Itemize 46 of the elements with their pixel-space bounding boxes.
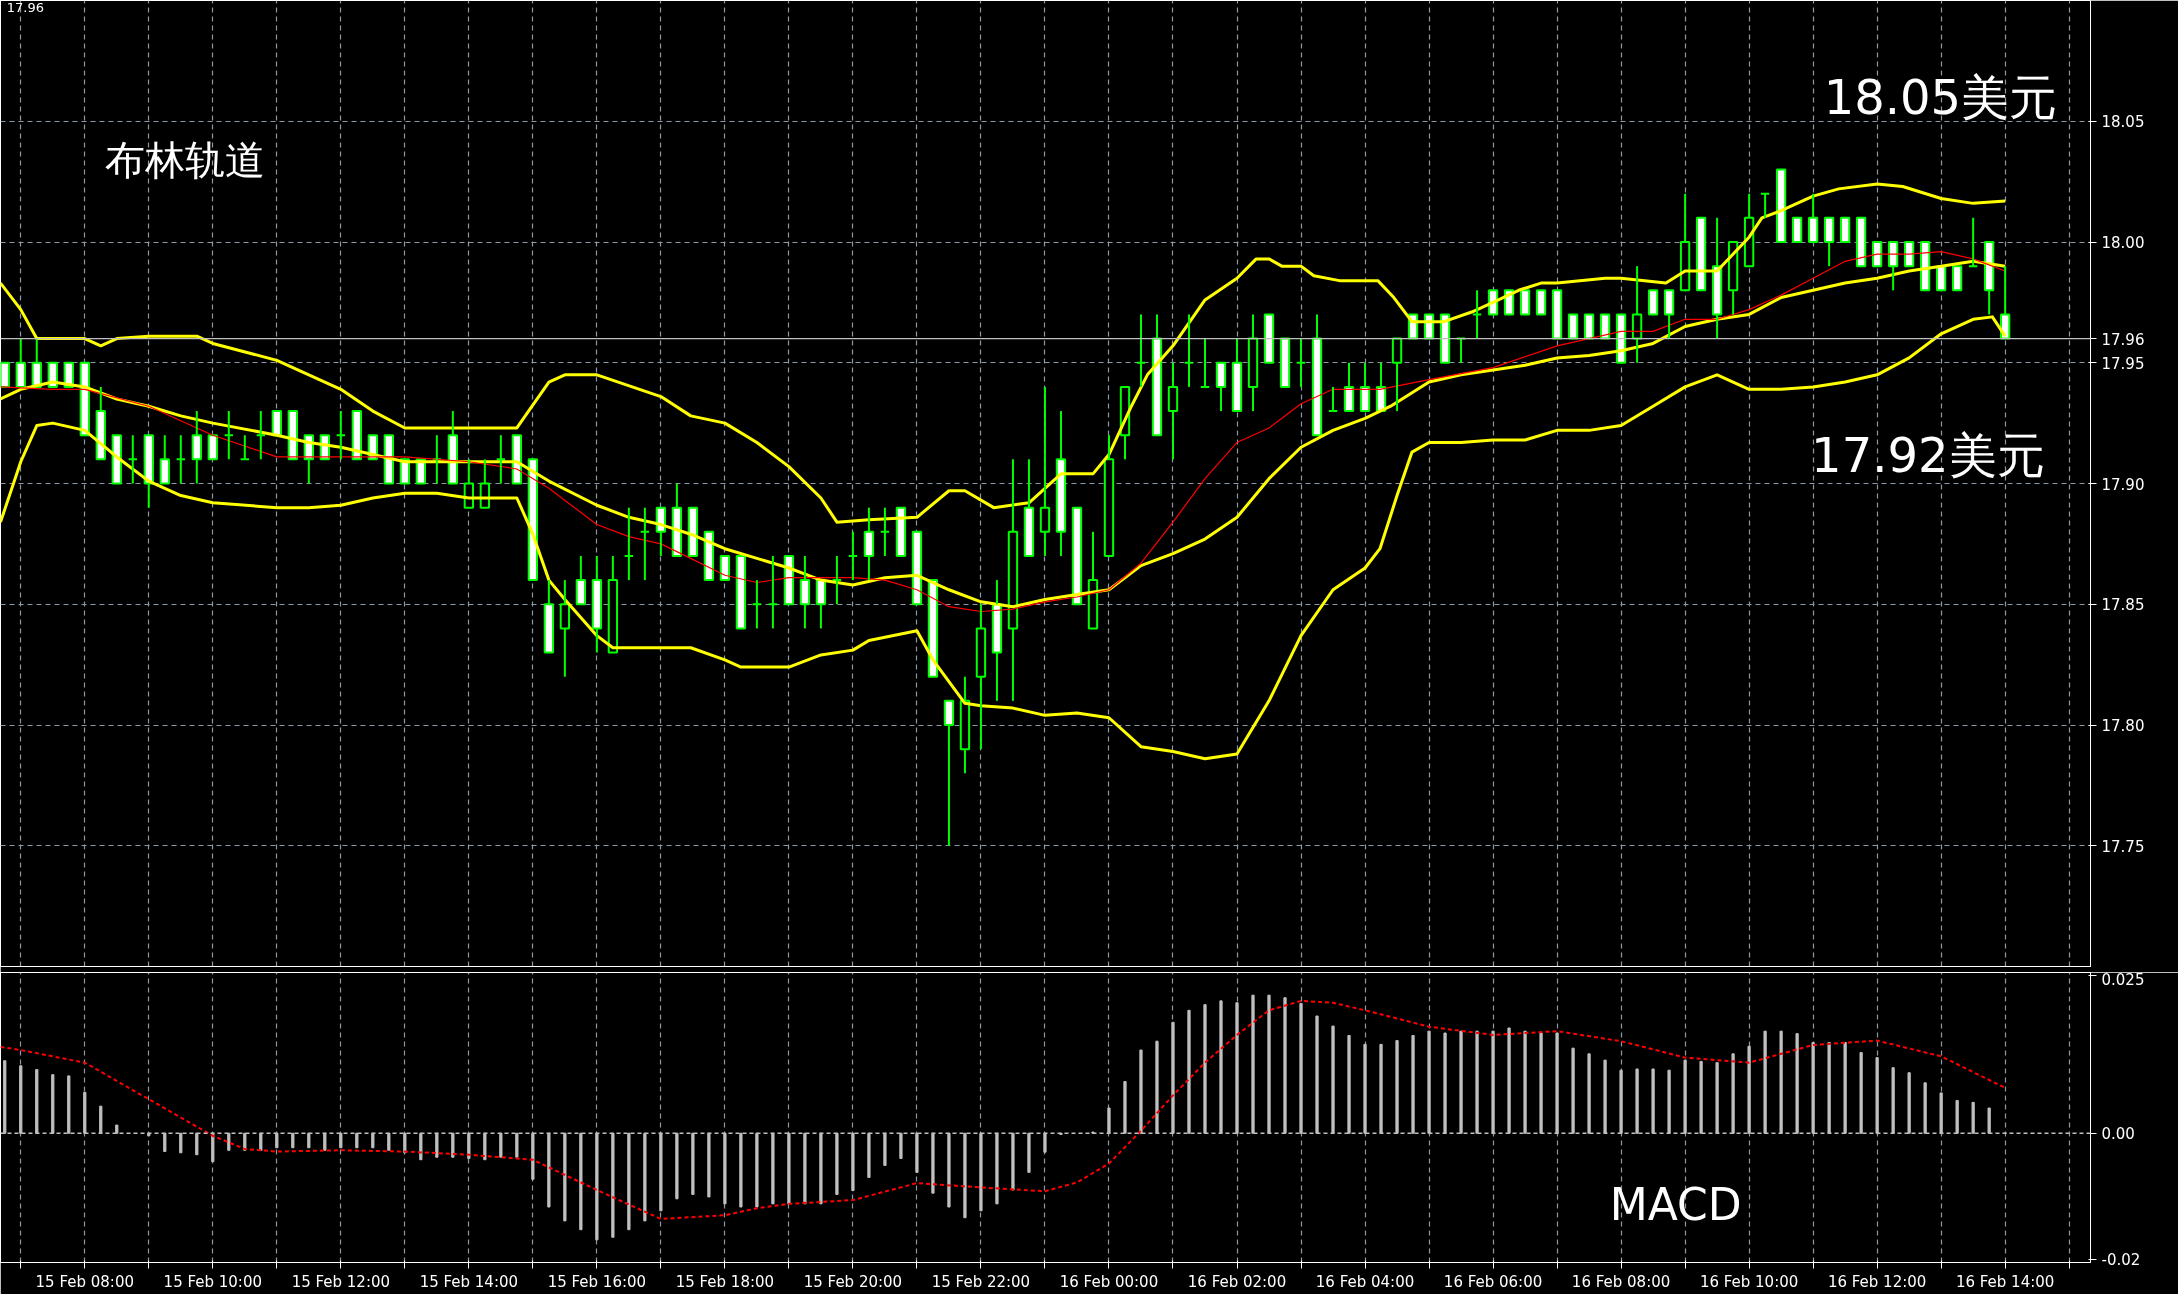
x-tick-label: 16 Feb 06:00 [1443,1272,1543,1291]
annotation: 17.96 [6,0,44,16]
y-tick-label: 17.95 [2101,354,2145,373]
candlestick [1167,361,1179,461]
y-tick-label: 0.00 [2101,1125,2135,1144]
x-tick-label: 15 Feb 14:00 [419,1272,519,1291]
candlestick [591,554,603,654]
candlestick [959,675,971,775]
candlestick [799,554,811,630]
ref-line-label: 17.96 [2101,330,2145,349]
y-tick-label: 17.85 [2101,596,2145,615]
x-tick-label: 15 Feb 18:00 [675,1272,775,1291]
y-tick-label: 18.05 [2101,113,2145,132]
annotation: 布林轨道 [105,136,265,183]
candlestick [991,579,1003,702]
x-tick-label: 15 Feb 16:00 [547,1272,647,1291]
annotation: MACD [1609,1179,1742,1230]
candlestick [1039,385,1051,557]
x-tick-label: 16 Feb 00:00 [1059,1272,1159,1291]
y-tick-label: 17.90 [2101,475,2145,494]
y-tick-label: 17.80 [2101,717,2145,735]
x-tick-label: 16 Feb 04:00 [1315,1272,1415,1291]
x-tick-label: 15 Feb 12:00 [291,1272,391,1291]
x-tick-label: 16 Feb 10:00 [1699,1272,1799,1291]
x-tick-label: 15 Feb 10:00 [163,1272,263,1291]
x-tick-label: 15 Feb 20:00 [803,1272,903,1291]
x-tick-label: 15 Feb 08:00 [35,1272,134,1291]
x-tick-label: 16 Feb 02:00 [1187,1272,1287,1291]
annotation: 18.05美元 [1823,69,2058,126]
candlestick [1007,458,1019,702]
x-tick-label: 16 Feb 14:00 [1955,1272,2055,1291]
candlestick [975,603,987,751]
annotation: 17.92美元 [1811,426,2045,483]
y-tick-label: -0.02 [2101,1251,2141,1270]
y-tick-label: 0.025 [2101,970,2145,989]
candlestick [1055,410,1067,557]
y-tick-label: 17.75 [2101,837,2145,856]
x-tick-label: 16 Feb 08:00 [1571,1272,1671,1291]
y-tick-label: 18.00 [2101,234,2145,252]
candlestick [1631,265,1643,364]
candlestick [191,410,202,485]
candlestick [1247,313,1259,413]
candlestick [863,506,875,582]
candlestick [559,579,571,678]
x-tick-label: 16 Feb 12:00 [1827,1272,1927,1291]
x-tick-label: 15 Feb 22:00 [931,1272,1031,1291]
